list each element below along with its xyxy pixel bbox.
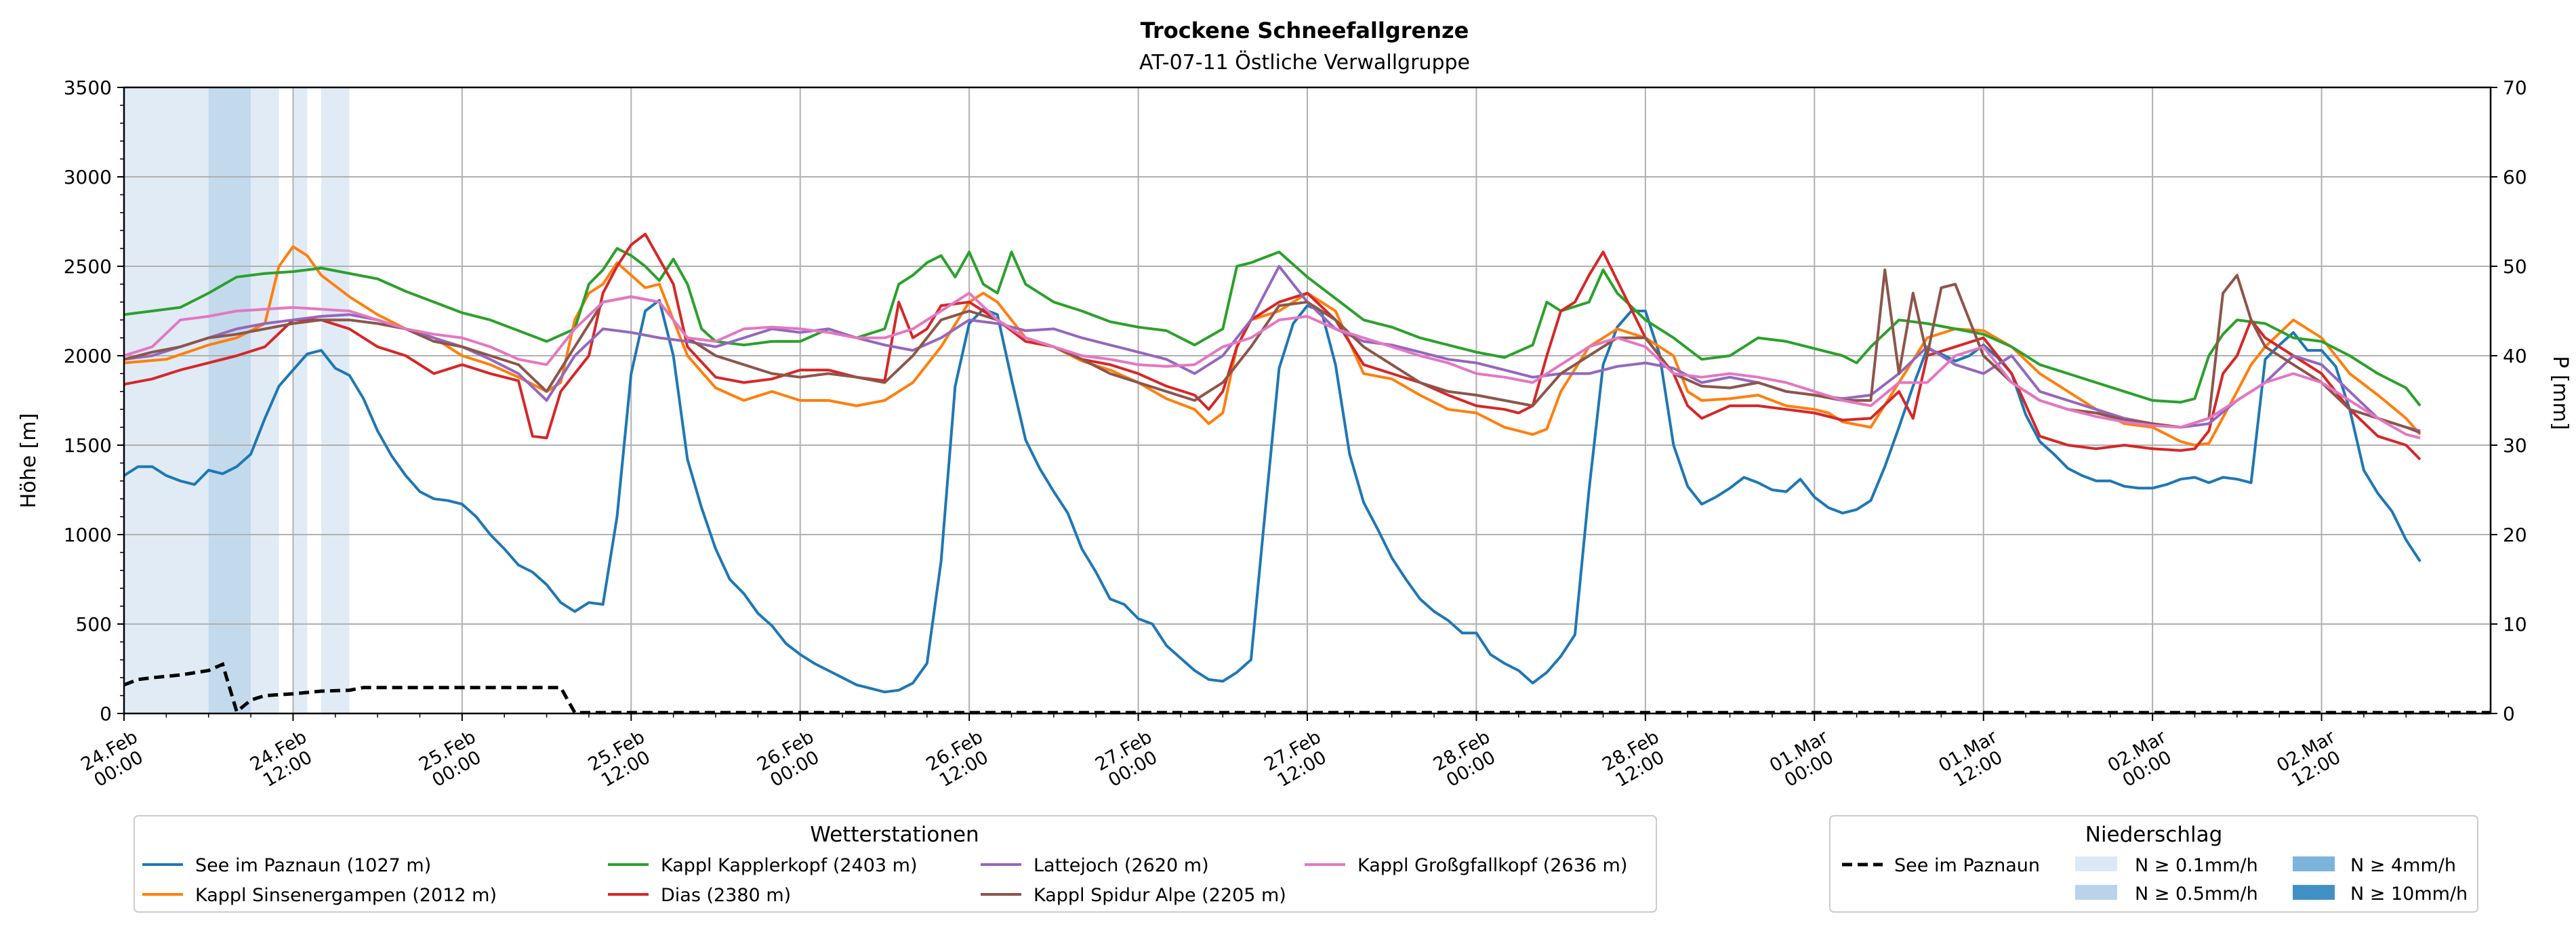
series-line <box>123 265 2421 432</box>
y-tick-label: 500 <box>76 613 112 636</box>
y2-tick-label: 20 <box>2503 524 2527 546</box>
y-tick-label: 2000 <box>64 345 112 367</box>
series-line <box>123 247 2421 407</box>
legend-precip-title: Niederschlag <box>2085 823 2223 847</box>
series-line <box>123 291 2421 440</box>
legend-level-swatch <box>2293 885 2335 900</box>
legend-stations: Wetterstationen See im Paznaun (1027 m) K… <box>134 815 1657 913</box>
legend-precipitation: Niederschlag See im Paznaun N ≥ 0.1mm/h … <box>1829 815 2478 913</box>
legend-level-label: N ≥ 4mm/h <box>2350 855 2456 876</box>
legend-level-label: N ≥ 0.1mm/h <box>2135 855 2258 876</box>
legend-stations-title: Wetterstationen <box>810 823 979 847</box>
legend-level-swatch <box>2293 856 2335 871</box>
y2-tick-label: 60 <box>2503 166 2527 188</box>
series-line <box>123 245 2421 447</box>
chart-subtitle: AT-07-11 Östliche Verwallgruppe <box>1139 50 1470 75</box>
precip-series-line <box>123 661 2491 715</box>
y-axis-label: Höhe [m] <box>17 413 41 509</box>
legend-label: See im Paznaun (1027 m) <box>195 855 431 876</box>
y2-tick-label: 40 <box>2503 345 2527 367</box>
legend-precip-line-label: See im Paznaun <box>1894 855 2040 876</box>
y-tick-label: 3500 <box>64 77 112 99</box>
y-tick-label: 2500 <box>64 255 112 278</box>
y2-tick-label: 50 <box>2503 255 2527 278</box>
series-line <box>123 299 2421 694</box>
legend-level-label: N ≥ 10mm/h <box>2350 884 2468 905</box>
y-tick-label: 1500 <box>64 434 112 457</box>
series-line <box>123 268 2421 434</box>
y2-tick-label: 30 <box>2503 434 2527 457</box>
y2-tick-label: 0 <box>2503 703 2515 725</box>
legend-level-label: N ≥ 0.5mm/h <box>2135 884 2258 905</box>
precip-band <box>124 87 209 713</box>
precipitation-bands <box>124 87 350 713</box>
legend-label: Kappl Spidur Alpe (2205 m) <box>1034 885 1286 906</box>
precip-band <box>293 87 308 713</box>
legend-label: Kappl Sinsenergampen (2012 m) <box>195 885 497 906</box>
legend-label: Kappl Kapplerkopf (2403 m) <box>661 855 918 876</box>
precip-band <box>208 87 251 713</box>
y-tick-label: 0 <box>100 703 112 725</box>
legend-level-swatch <box>2075 856 2117 871</box>
y-tick-label: 3000 <box>64 166 112 188</box>
legend-label: Lattejoch (2620 m) <box>1034 855 1209 876</box>
precipitation-line <box>123 661 2491 715</box>
y2-tick-label: 70 <box>2503 77 2527 99</box>
precip-band <box>251 87 279 713</box>
y2-tick-label: 10 <box>2503 613 2527 636</box>
chart-title: Trockene Schneefallgrenze <box>1141 18 1469 43</box>
station-series <box>123 232 2421 694</box>
legend-level-swatch <box>2075 885 2117 900</box>
precip-band <box>321 87 350 713</box>
legend-label: Kappl Großgfallkopf (2636 m) <box>1357 855 1627 876</box>
y2-axis-label: P [mm] <box>2548 356 2572 430</box>
grid-lines <box>123 87 2491 714</box>
y-tick-label: 1000 <box>64 524 112 546</box>
series-line <box>123 232 2421 461</box>
legend-label: Dias (2380 m) <box>661 885 791 906</box>
